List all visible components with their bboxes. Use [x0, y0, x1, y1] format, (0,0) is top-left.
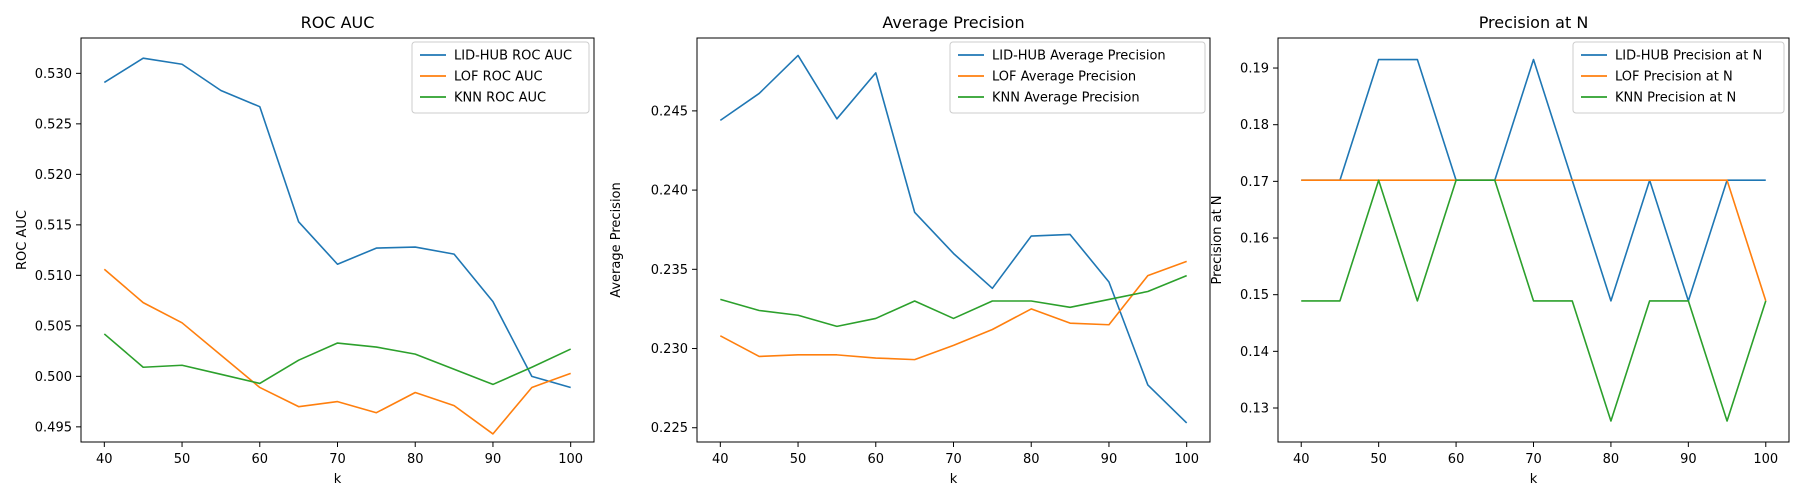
chart-title: Precision at N	[1479, 13, 1589, 32]
y-tick-label: 0.225	[651, 421, 688, 436]
legend: LID-HUB ROC AUC LOF ROC AUC KNN ROC AUC	[411, 41, 590, 114]
series-line-knn-average-precision	[720, 274, 1187, 328]
y-tick-label: 0.13	[1240, 402, 1269, 417]
x-tick-label: 60	[1448, 452, 1465, 467]
series-lines	[1301, 58, 1767, 422]
legend-label: KNN Precision at N	[1615, 91, 1736, 106]
y-axis-label: ROC AUC	[15, 210, 30, 270]
y-ticks: 0.225 0.230 0.235 0.240 0.245	[651, 104, 697, 436]
x-ticks: 40 50 60 70 80 90 100	[96, 442, 583, 467]
x-tick-label: 80	[1603, 452, 1620, 467]
y-tick-label: 0.18	[1240, 118, 1269, 133]
y-tick-label: 0.240	[651, 184, 688, 199]
x-tick-label: 70	[329, 452, 346, 467]
x-tick-label: 50	[1370, 452, 1387, 467]
x-tick-label: 70	[1525, 452, 1542, 467]
x-tick-label: 60	[867, 452, 884, 467]
legend-label: LID-HUB ROC AUC	[454, 49, 572, 64]
y-tick-label: 0.515	[35, 218, 72, 233]
y-ticks: 0.495 0.500 0.505 0.510 0.515 0.520 0.525 0.530	[35, 67, 81, 435]
x-tick-label: 70	[945, 452, 962, 467]
legend-label: LID-HUB Precision at N	[1615, 49, 1762, 64]
x-tick-label: 90	[485, 452, 502, 467]
x-tick-label: 80	[407, 452, 424, 467]
y-tick-label: 0.495	[35, 420, 72, 435]
legend-box	[411, 41, 590, 114]
x-tick-label: 100	[1174, 452, 1199, 467]
x-tick-label: 90	[1101, 452, 1118, 467]
x-axis-label: k	[950, 472, 958, 487]
legend: LID-HUB Precision at N LOF Precision at N…	[1572, 41, 1785, 114]
series-line-knn-roc-auc	[103, 333, 572, 386]
y-tick-label: 0.16	[1240, 232, 1269, 247]
legend-label: KNN ROC AUC	[454, 91, 546, 106]
series-line-lof-average-precision	[719, 260, 1187, 361]
series-line-lof-roc-auc	[103, 268, 571, 435]
chart-title: ROC AUC	[301, 13, 375, 32]
y-tick-label: 0.14	[1240, 345, 1269, 360]
series-lines	[103, 57, 572, 435]
x-tick-label: 100	[558, 452, 583, 467]
x-ticks: 40 50 60 70 80 90 100	[1293, 442, 1778, 467]
chart-precision-at-n: Precision at N k Precision at N 40 50 60 70…	[1210, 13, 1790, 487]
chart-average-precision: Average Precision k Average Precision 40…	[609, 13, 1211, 487]
x-tick-label: 90	[1680, 452, 1697, 467]
y-ticks: 0.13 0.14 0.15 0.16 0.17 0.18 0.19	[1240, 62, 1278, 417]
chart-roc-auc: ROC AUC k ROC AUC 40 50 60 70 80 90 100 0.4950…	[15, 13, 595, 487]
x-tick-label: 100	[1753, 452, 1778, 467]
legend-label: LOF Precision at N	[1615, 70, 1733, 85]
y-tick-label: 0.520	[35, 168, 72, 183]
y-axis-label: Precision at N	[1210, 195, 1225, 284]
x-ticks: 40 50 60 70 80 90 100	[712, 442, 1199, 467]
series-line-lid-hub-roc-auc	[103, 57, 571, 389]
x-tick-label: 40	[1293, 452, 1310, 467]
series-line-lof-precision-at-n	[1301, 179, 1767, 302]
y-tick-label: 0.505	[35, 319, 72, 334]
legend-label: LOF Average Precision	[992, 70, 1136, 85]
y-axis-label: Average Precision	[609, 182, 624, 298]
x-axis-label: k	[334, 472, 342, 487]
y-tick-label: 0.500	[35, 370, 72, 385]
y-tick-label: 0.525	[35, 117, 72, 132]
x-tick-label: 50	[174, 452, 191, 467]
legend-box	[949, 41, 1206, 114]
legend-box	[1572, 41, 1785, 114]
legend-label: LID-HUB Average Precision	[992, 49, 1166, 64]
x-tick-label: 80	[1023, 452, 1040, 467]
x-tick-label: 60	[251, 452, 268, 467]
legend-label: KNN Average Precision	[992, 91, 1140, 106]
legend: LID-HUB Average Precision LOF Average Pre…	[949, 41, 1206, 114]
series-line-lid-hub-average-precision	[719, 54, 1188, 424]
x-tick-label: 50	[790, 452, 807, 467]
y-tick-label: 0.15	[1240, 288, 1269, 303]
legend-label: LOF ROC AUC	[454, 70, 543, 85]
series-line-knn-precision-at-n	[1301, 179, 1767, 422]
x-axis-label: k	[1530, 472, 1538, 487]
y-tick-label: 0.530	[35, 67, 72, 82]
chart-title: Average Precision	[882, 13, 1024, 32]
y-tick-label: 0.245	[651, 104, 688, 119]
x-tick-label: 40	[96, 452, 113, 467]
series-lines	[719, 54, 1188, 424]
y-tick-label: 0.19	[1240, 62, 1269, 77]
x-tick-label: 40	[712, 452, 729, 467]
y-tick-label: 0.17	[1240, 175, 1269, 190]
y-tick-label: 0.235	[651, 263, 688, 278]
y-tick-label: 0.230	[651, 342, 688, 357]
y-tick-label: 0.510	[35, 269, 72, 284]
